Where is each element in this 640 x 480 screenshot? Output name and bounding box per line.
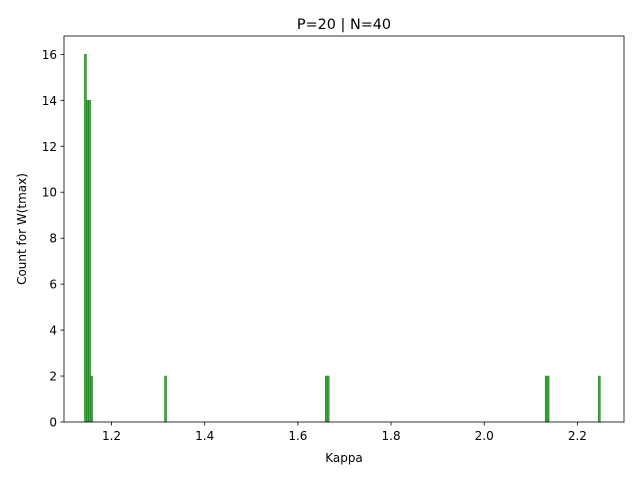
histogram-bar	[90, 375, 93, 423]
y-tick-label: 14	[42, 94, 57, 108]
x-tick-label: 1.4	[195, 429, 214, 443]
histogram-bar	[86, 100, 89, 423]
y-axis-label: Count for W(tmax)	[15, 173, 29, 285]
bars-layer	[84, 54, 601, 423]
histogram-bar	[326, 375, 330, 423]
y-tick-label: 12	[42, 140, 57, 154]
histogram-bar	[164, 375, 167, 423]
histogram-bar	[546, 375, 550, 423]
x-tick-label: 1.2	[102, 429, 121, 443]
histogram-bar	[84, 54, 87, 423]
y-tick-label: 16	[42, 48, 57, 62]
y-tick-label: 4	[49, 324, 57, 338]
y-tick-label: 2	[49, 370, 57, 384]
x-tick-label: 1.6	[288, 429, 307, 443]
x-axis-label: Kappa	[325, 451, 363, 465]
y-tick-label: 8	[49, 232, 57, 246]
x-tick-label: 2.0	[475, 429, 494, 443]
x-axis: 1.2 1.4 1.6 1.8 2.0 2.2	[102, 422, 587, 443]
chart-title: P=20 | N=40	[297, 17, 391, 33]
histogram-bar	[88, 100, 91, 423]
x-tick-label: 1.8	[382, 429, 401, 443]
plot-frame	[63, 35, 625, 423]
y-axis: 0 2 4 6 8 10 12 14 16	[42, 48, 64, 430]
histogram-bar	[598, 375, 601, 423]
y-tick-label: 10	[42, 186, 57, 200]
y-tick-label: 0	[49, 416, 57, 430]
x-tick-label: 2.2	[568, 429, 587, 443]
y-tick-label: 6	[49, 278, 57, 292]
